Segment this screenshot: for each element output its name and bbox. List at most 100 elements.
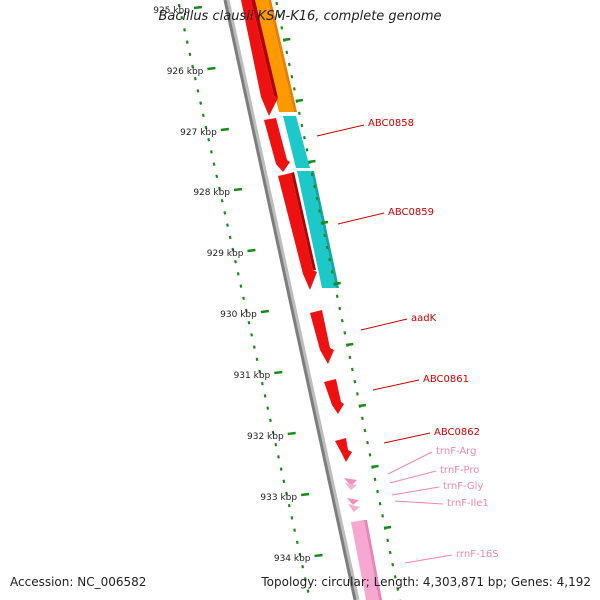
feature-minor-tick: [277, 13, 281, 18]
ruler-minor-tick: [274, 442, 278, 447]
feature-minor-tick: [363, 428, 367, 433]
cds-arrow-abc0862: [335, 438, 352, 462]
feature-major-tick: [295, 98, 304, 103]
ruler-label: 933 kbp: [260, 493, 297, 503]
ruler-major-tick: [233, 187, 243, 192]
feature-major-tick: [371, 464, 379, 469]
ruler-minor-tick: [223, 211, 227, 215]
ruler-minor-tick: [261, 381, 264, 386]
ruler-minor-tick: [218, 186, 221, 191]
feature-major-tick: [358, 403, 367, 408]
feature-minor-tick: [391, 562, 395, 567]
cds-arrow-abc0857: [241, 0, 278, 116]
ruler-minor-tick: [183, 28, 186, 32]
ruler-major-tick: [220, 127, 229, 132]
feature-minor-tick: [396, 587, 400, 591]
ruler-minor-tick: [239, 284, 243, 288]
ruler-major-tick: [274, 370, 283, 375]
feature-label: trnF-Ile1: [447, 498, 489, 509]
feature-major-tick: [383, 525, 392, 530]
cds-arrow-abc0858: [264, 118, 290, 172]
feature-leader-line: [316, 124, 365, 137]
ruler-minor-tick: [306, 589, 310, 593]
ruler-minor-tick: [207, 137, 211, 142]
ruler-minor-tick: [188, 52, 192, 57]
feature-minor-tick: [373, 477, 377, 482]
ruler-minor-tick: [204, 125, 208, 130]
feature-major-tick: [333, 281, 341, 286]
feature-major-tick: [346, 342, 354, 347]
feature-minor-tick: [323, 233, 326, 238]
cyan-track-block-1: [283, 116, 310, 168]
feature-label: ABC0858: [368, 118, 414, 129]
backbone-line: [223, 0, 357, 600]
feature-minor-tick: [340, 318, 344, 323]
ruler-minor-tick: [234, 259, 237, 264]
feature-minor-tick: [310, 172, 314, 177]
ruler-minor-tick: [236, 272, 240, 276]
cds-arrow-abc0859-shadow: [291, 172, 316, 270]
rrna-block-16s-shadow: [364, 520, 382, 600]
feature-leader-line: [394, 500, 444, 505]
cds-arrow-aadk: [310, 310, 334, 364]
feature-minor-tick: [275, 1, 279, 6]
ruler-minor-tick: [228, 235, 232, 240]
ruler-minor-tick: [269, 418, 272, 423]
ruler-minor-tick: [199, 101, 203, 105]
ruler-minor-tick: [285, 491, 288, 496]
ruler-minor-tick: [191, 64, 194, 69]
scale-ruler: 925 kbp 926 kbp 927 kbp 928 kbp 929 kbp 930 k…: [153, 3, 323, 593]
ruler-minor-tick: [263, 394, 267, 398]
genome-summary-text: Topology: circular; Length: 4,303,871 bp…: [261, 575, 591, 589]
ruler-label: 932 kbp: [247, 432, 284, 442]
ruler-minor-tick: [277, 455, 280, 459]
ruler-major-tick: [207, 66, 216, 71]
feature-label: ABC0862: [434, 427, 480, 438]
feature-minor-tick: [353, 379, 357, 384]
ruler-minor-tick: [244, 308, 248, 313]
ruler-major-tick: [314, 553, 323, 558]
feature-minor-tick: [292, 87, 296, 91]
ruler-minor-tick: [298, 552, 302, 557]
ruler-label: 931 kbp: [234, 371, 271, 381]
feature-minor-tick: [386, 538, 390, 543]
feature-minor-tick: [287, 62, 291, 67]
feature-major-tick: [308, 159, 316, 164]
ruler-minor-tick: [220, 198, 224, 203]
feature-minor-tick: [348, 355, 352, 360]
ruler-minor-tick: [271, 430, 275, 435]
ruler-minor-tick: [295, 540, 299, 545]
ruler-major-tick: [300, 492, 310, 497]
trna-arrow-ile1: [348, 504, 360, 512]
ruler-minor-tick: [303, 577, 307, 581]
feature-minor-tick: [303, 135, 306, 140]
feature-minor-tick: [368, 453, 372, 457]
ruler-minor-tick: [201, 113, 205, 118]
ruler-minor-tick: [193, 76, 197, 81]
feature-label: trnF-Arg: [436, 446, 476, 457]
feature-minor-tick: [300, 123, 304, 128]
feature-minor-tick: [280, 26, 284, 30]
feature-leader-line: [389, 470, 437, 484]
ruler-label: 926 kbp: [167, 67, 204, 77]
ruler-minor-tick: [252, 345, 256, 349]
ruler-minor-tick: [226, 223, 229, 227]
ruler-minor-tick: [287, 503, 291, 508]
feature-minor-tick: [313, 184, 316, 189]
ruler-label: 934 kbp: [274, 554, 311, 564]
feature-minor-tick: [343, 331, 347, 335]
ruler-minor-tick: [301, 564, 305, 569]
feature-label: ABC0859: [388, 207, 434, 218]
feature-minor-tick: [376, 489, 379, 494]
ruler-minor-tick: [212, 162, 216, 166]
feature-minor-tick: [298, 111, 301, 116]
trna-arrow-arg: [344, 478, 357, 486]
ruler-minor-tick: [290, 516, 294, 520]
accession-text: Accession: NC_006582: [10, 575, 147, 589]
feature-leader-line: [337, 212, 385, 225]
ruler-minor-tick: [247, 320, 251, 325]
feature-minor-tick: [305, 148, 309, 152]
ruler-minor-tick: [242, 296, 245, 301]
feature-leader-line: [404, 554, 453, 564]
